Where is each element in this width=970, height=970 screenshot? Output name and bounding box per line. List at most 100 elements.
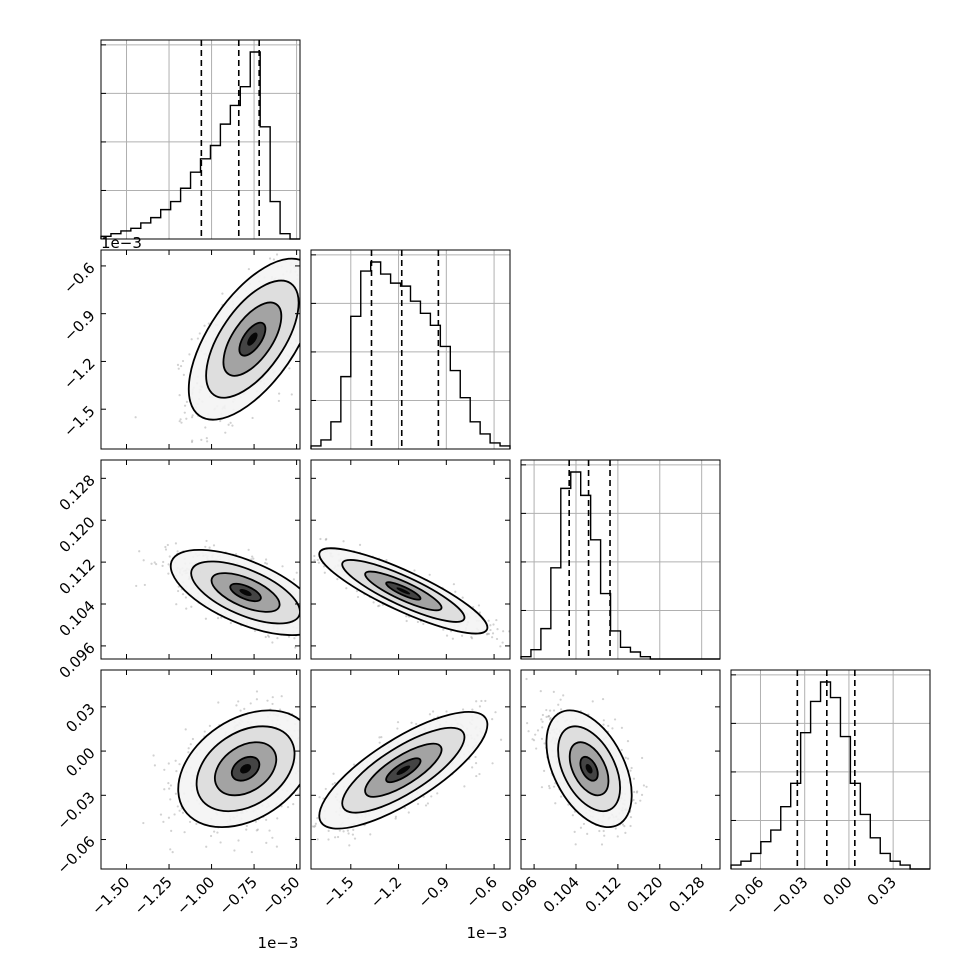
sample-point bbox=[527, 730, 530, 733]
sample-point bbox=[620, 748, 623, 752]
sample-point bbox=[624, 831, 627, 834]
sample-point bbox=[422, 622, 425, 626]
sample-point bbox=[221, 292, 224, 295]
sample-point bbox=[278, 708, 282, 711]
sample-point bbox=[250, 850, 253, 854]
sample-point bbox=[431, 710, 435, 713]
sample-point bbox=[171, 851, 174, 854]
sample-point bbox=[531, 738, 534, 741]
sample-point bbox=[304, 282, 306, 284]
sample-point bbox=[188, 820, 192, 824]
sample-point bbox=[472, 605, 475, 609]
sample-point bbox=[207, 322, 210, 325]
sample-point bbox=[303, 264, 305, 266]
sample-point bbox=[342, 830, 345, 833]
sample-point bbox=[308, 701, 310, 703]
sample-point bbox=[598, 829, 601, 833]
sample-point bbox=[332, 296, 334, 298]
sample-point bbox=[471, 766, 474, 769]
sample-point bbox=[331, 783, 334, 786]
sample-point bbox=[180, 421, 183, 424]
sample-point bbox=[286, 805, 290, 809]
sample-point bbox=[300, 294, 302, 296]
sample-point bbox=[176, 550, 179, 553]
sample-point bbox=[322, 565, 326, 568]
sample-point bbox=[313, 554, 316, 558]
sample-point bbox=[314, 822, 317, 825]
sample-point bbox=[291, 240, 293, 242]
sample-point bbox=[200, 438, 203, 441]
sample-point bbox=[352, 828, 355, 831]
sample-point bbox=[403, 806, 406, 810]
sample-point bbox=[338, 231, 340, 233]
sample-point bbox=[161, 564, 164, 567]
sample-point bbox=[303, 694, 305, 696]
sample-point bbox=[184, 596, 187, 599]
sample-point bbox=[542, 769, 546, 773]
sample-point bbox=[271, 836, 274, 839]
sample-point bbox=[322, 638, 324, 640]
sample-point bbox=[478, 611, 482, 614]
sample-point bbox=[332, 772, 335, 775]
sample-point bbox=[303, 592, 305, 594]
sample-point bbox=[348, 844, 351, 847]
sample-point bbox=[208, 546, 211, 549]
sample-point bbox=[489, 624, 492, 627]
sample-point bbox=[167, 782, 170, 785]
sample-point bbox=[306, 321, 308, 323]
sample-point bbox=[452, 583, 456, 586]
sample-point bbox=[478, 705, 482, 708]
sample-point bbox=[547, 714, 551, 718]
sample-point bbox=[567, 803, 570, 806]
sample-point bbox=[304, 634, 306, 636]
sample-point bbox=[316, 289, 318, 291]
sample-point bbox=[426, 802, 430, 805]
sample-point bbox=[353, 623, 355, 625]
sample-point bbox=[150, 562, 153, 565]
sample-point bbox=[181, 811, 185, 814]
sample-point bbox=[356, 595, 360, 599]
sample-point bbox=[317, 561, 320, 564]
sample-point bbox=[613, 718, 617, 721]
sample-point bbox=[233, 849, 236, 852]
sample-point bbox=[338, 829, 341, 832]
sample-point bbox=[307, 289, 309, 291]
sample-point bbox=[195, 822, 198, 825]
sample-point bbox=[579, 826, 583, 829]
sample-point bbox=[451, 637, 454, 640]
sample-point bbox=[322, 279, 324, 281]
sample-point bbox=[372, 601, 375, 604]
sample-point bbox=[272, 258, 276, 261]
sample-point bbox=[512, 626, 514, 628]
sample-point bbox=[422, 795, 425, 798]
sample-point bbox=[304, 604, 306, 606]
sample-point bbox=[239, 709, 242, 712]
sample-point bbox=[268, 829, 271, 832]
sample-point bbox=[394, 815, 398, 818]
sample-point bbox=[179, 364, 183, 368]
sample-point bbox=[249, 702, 252, 705]
sample-point bbox=[243, 707, 246, 710]
sample-point bbox=[167, 563, 170, 566]
sample-point bbox=[166, 543, 169, 547]
sample-point bbox=[322, 772, 324, 774]
sample-point bbox=[316, 838, 319, 841]
sample-point bbox=[474, 755, 477, 759]
sample-point bbox=[499, 645, 502, 648]
sample-point bbox=[303, 291, 305, 293]
sample-point bbox=[416, 620, 420, 624]
sample-point bbox=[317, 628, 319, 630]
sample-point bbox=[303, 783, 305, 785]
sample-point bbox=[355, 590, 359, 593]
sample-point bbox=[302, 605, 304, 607]
sample-point bbox=[320, 289, 322, 291]
sample-point bbox=[191, 737, 195, 741]
sample-point bbox=[169, 848, 172, 851]
sample-point bbox=[312, 290, 314, 292]
sample-point bbox=[336, 835, 340, 839]
sample-point bbox=[303, 856, 305, 858]
sample-point bbox=[380, 736, 383, 739]
sample-point bbox=[203, 730, 206, 733]
sample-point bbox=[308, 311, 310, 313]
